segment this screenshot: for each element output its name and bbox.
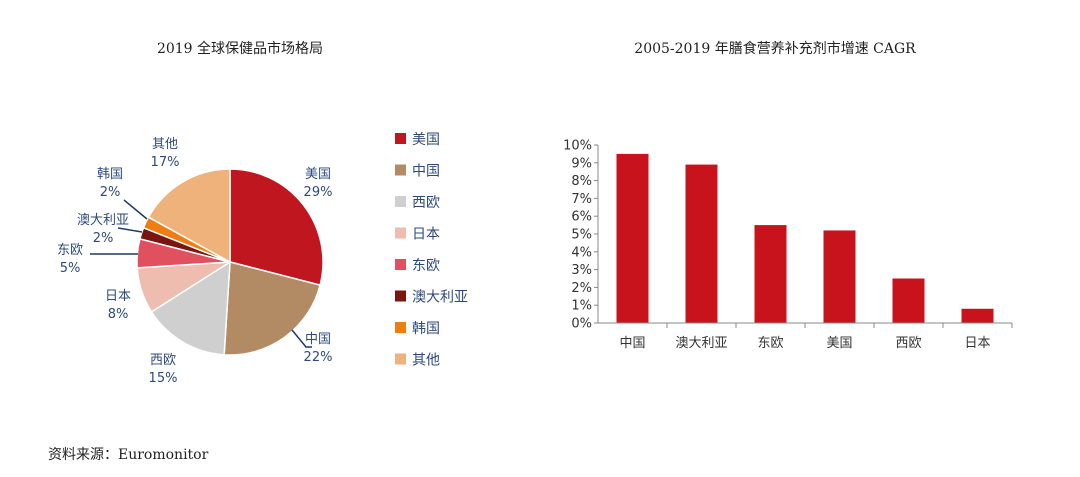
legend-swatch-6 [395,290,406,302]
y-tick-label-5: 5% [571,228,592,243]
legend-label-5: 东欧 [412,258,440,274]
legend-swatch-2 [395,164,406,176]
y-tick-label-3: 3% [571,263,592,278]
legend-swatch-1 [395,133,406,144]
pie-leader-line-2 [291,329,312,348]
x-tick-label-5: 西欧 [895,336,921,351]
pie-label-name-5: 东欧 [57,243,83,258]
x-tick-label-4: 美国 [826,336,852,351]
pie-label-name-7: 韩国 [97,167,123,182]
legend-swatch-4 [395,227,406,239]
legend-label-7: 韩国 [412,321,440,337]
y-tick-label-2: 2% [571,281,592,296]
legend-swatch-7 [395,322,406,333]
x-tick-label-6: 日本 [964,336,990,351]
pie-label-value-2: 22% [304,350,333,365]
pie-chart-title: 2019 全球保健品市场格局 [156,41,324,57]
bar-6 [961,308,994,323]
pie-label-value-5: 5% [60,261,81,276]
bar-1 [616,153,649,323]
pie-slice-2 [223,261,321,356]
pie-label-value-6: 2% [93,231,114,246]
pie-label-value-1: 29% [304,185,333,200]
pie-label-name-2: 中国 [305,332,331,347]
legend-swatch-3 [395,196,406,207]
y-tick-label-0: 0% [571,317,592,332]
y-tick-label-6: 6% [571,210,592,225]
x-tick-label-3: 东欧 [757,336,783,351]
bar-chart-title: 2005-2019 年膳食营养补充剂市增速 CAGR [634,41,916,57]
bar-5 [892,278,925,323]
y-tick-label-9: 9% [571,156,592,171]
pie-label-value-8: 17% [151,155,180,170]
legend-swatch-8 [395,353,406,365]
legend-label-2: 中国 [412,164,440,180]
pie-label-name-8: 其他 [152,137,178,152]
pie-leader-line-7 [123,199,148,220]
y-tick-label-10: 10% [563,139,592,154]
pie-slice-1 [229,168,324,287]
pie-label-name-1: 美国 [305,167,331,182]
legend-label-8: 其他 [412,353,440,369]
y-tick-label-1: 1% [571,299,592,314]
bar-2 [685,164,718,323]
pie-label-name-4: 日本 [105,289,131,304]
legend-label-6: 澳大利亚 [412,290,468,306]
x-tick-label-2: 澳大利亚 [675,335,727,351]
bar-3 [754,225,787,323]
bar-chart: 0% 1% 2% 3% 4% 5% 6% 7% 8% 9% 10% 中国 澳大利亚 东欧 美国 西欧 日本 [563,139,1013,351]
pie-label-value-4: 8% [108,307,129,322]
x-tick-label-1: 中国 [619,336,645,351]
legend-label-3: 西欧 [412,195,440,211]
pie-leader-line-6 [117,227,143,233]
pie-label-name-6: 澳大利亚 [77,212,129,228]
legend-label-1: 美国 [412,132,440,148]
pie-label-value-7: 2% [100,185,121,200]
pie-label-name-3: 西欧 [150,353,176,368]
pie-slice-8 [147,168,231,264]
pie-label-value-3: 15% [149,371,178,386]
legend-swatch-5 [395,259,406,270]
y-tick-label-7: 7% [571,192,592,207]
y-tick-label-8: 8% [571,174,592,189]
source-note: 资料来源：Euromonitor [48,447,209,463]
bar-4 [823,230,856,323]
y-tick-label-4: 4% [571,245,592,260]
pie-chart: 美国 29% 中国 22% 西欧 15% 日本 8% 东欧 5% 澳大利亚 2% 韩国 2% 其他 17% [57,137,332,386]
pie-slice-3 [150,260,231,356]
legend-label-4: 日本 [412,227,440,243]
